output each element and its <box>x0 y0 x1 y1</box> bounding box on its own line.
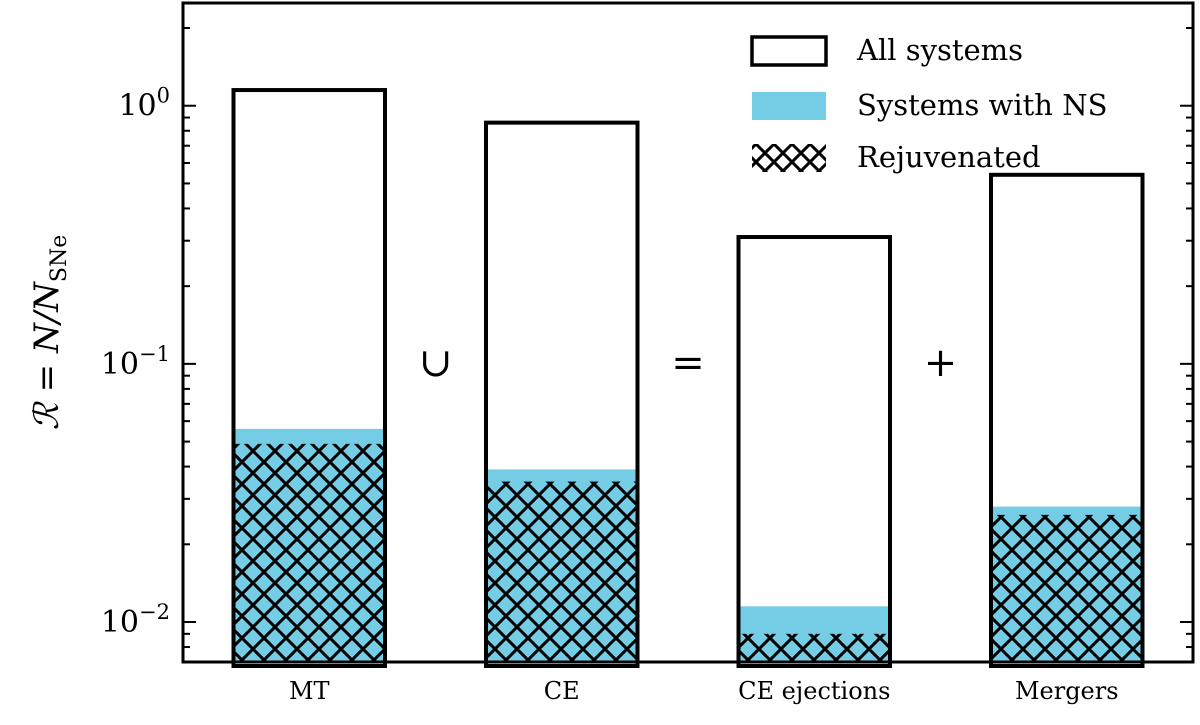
bar-all-ce-ejections <box>736 235 892 668</box>
bar-all-mt <box>231 88 387 668</box>
labels-layer: MT CE CE ejections Mergers ∪ = +100 10−1 10−2 ℛ =… <box>27 84 1119 705</box>
y-tick-label: 100 <box>118 84 170 124</box>
legend-label-rejuvenated: Rejuvenated <box>857 140 1041 174</box>
legend-label-all-systems: All systems <box>856 33 1023 67</box>
bar-all-ce <box>484 120 640 668</box>
x-tick-label: CE <box>544 677 580 705</box>
bar-rejuvenated-ce <box>486 481 638 662</box>
bar-rejuvenated-mt <box>233 443 385 662</box>
bar-all-mergers <box>989 172 1145 668</box>
x-tick-label: CE ejections <box>738 677 890 705</box>
legend: All systems Systems with NS Rejuvenated <box>750 33 1107 174</box>
legend-label-systems-with-ns: Systems with NS <box>857 88 1107 122</box>
bar-rejuvenated-mergers <box>991 514 1143 662</box>
bar-rejuvenated-ce-ejections <box>738 633 890 662</box>
legend-swatch-rejuvenated <box>752 144 826 172</box>
x-tick-label: Mergers <box>1015 677 1119 705</box>
axes-layer <box>181 1 1195 664</box>
legend-swatch-systems-with-ns <box>752 92 826 120</box>
bars-layer <box>231 88 1145 668</box>
operator-symbol: = <box>671 340 705 386</box>
plot-frame <box>181 1 1195 664</box>
x-tick-label: MT <box>289 677 330 705</box>
y-axis-label: ℛ = N/NSNe <box>27 235 72 431</box>
y-tick-label: 10−1 <box>101 342 170 382</box>
y-tick-label: 10−2 <box>101 600 170 640</box>
operator-symbol: ∪ <box>419 340 453 386</box>
operator-symbol: + <box>924 340 958 386</box>
legend-swatch-all-systems <box>750 35 828 67</box>
